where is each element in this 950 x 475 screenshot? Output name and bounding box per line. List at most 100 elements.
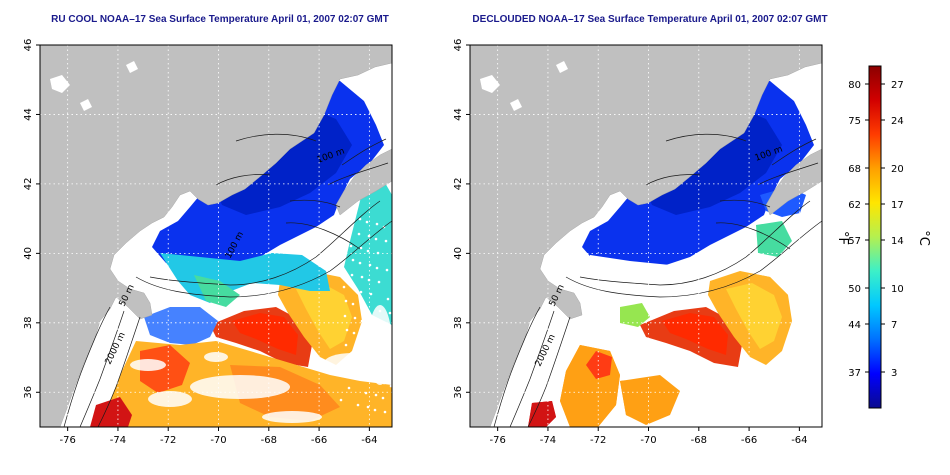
cloud-speckle bbox=[349, 244, 353, 248]
cloud-speckle bbox=[388, 311, 392, 315]
x-tick-label: -76 bbox=[489, 435, 505, 446]
bathymetry-contour bbox=[79, 310, 125, 427]
cloud-speckle bbox=[344, 299, 348, 303]
x-tick-label: -70 bbox=[640, 435, 656, 446]
fahrenheit-unit: °F bbox=[835, 231, 850, 245]
cloud-speckle bbox=[338, 369, 342, 373]
sst-region bbox=[296, 283, 352, 349]
colorbar-label-c: 14 bbox=[891, 236, 904, 247]
cloud-speckle bbox=[378, 309, 382, 313]
bathymetry-contour bbox=[341, 138, 387, 166]
bathymetry-contour bbox=[149, 200, 381, 286]
lake bbox=[480, 75, 500, 93]
colorbar-label-f: 50 bbox=[848, 284, 861, 295]
cloud-speckle bbox=[343, 270, 347, 274]
cloud-speckle bbox=[357, 232, 361, 236]
cloud-speckle bbox=[347, 386, 351, 390]
x-tick-label: -66 bbox=[311, 435, 327, 446]
bathymetry-contour bbox=[771, 138, 817, 166]
cloud-speckle bbox=[355, 374, 359, 378]
cloud-mask bbox=[190, 375, 290, 399]
cloud-mask bbox=[324, 353, 380, 373]
map-title: DECLOUDED NOAA–17 Sea Surface Temperatur… bbox=[472, 14, 827, 25]
land-mass bbox=[765, 148, 822, 216]
cloud-speckle bbox=[366, 249, 370, 253]
x-tick-label: -70 bbox=[210, 435, 226, 446]
sst-region bbox=[620, 375, 680, 425]
cloud-speckle bbox=[375, 266, 379, 270]
cloud-speckle bbox=[359, 246, 363, 250]
cloud-speckle bbox=[341, 256, 345, 260]
cloud-speckle bbox=[342, 285, 346, 289]
bathymetry-contour bbox=[579, 200, 811, 286]
cloud-speckle bbox=[340, 227, 344, 231]
cloud-speckle bbox=[344, 343, 348, 347]
bathymetry-contour bbox=[285, 222, 361, 250]
cloud-speckle bbox=[339, 398, 343, 402]
cloud-speckle bbox=[363, 362, 367, 366]
bathymetry-contour bbox=[719, 199, 771, 208]
cloud-speckle bbox=[370, 321, 374, 325]
x-tick-label: -76 bbox=[59, 435, 75, 446]
y-tick-label: 44 bbox=[453, 108, 464, 121]
sst-region bbox=[528, 401, 556, 427]
x-tick-label: -68 bbox=[691, 435, 707, 446]
y-tick-label: 44 bbox=[23, 108, 34, 121]
cloud-speckle bbox=[360, 319, 364, 323]
cloud-speckle bbox=[369, 292, 373, 296]
colorbar-label-f: 57 bbox=[848, 236, 861, 247]
lake bbox=[510, 99, 522, 111]
lake bbox=[80, 99, 92, 111]
bathymetry-contour bbox=[215, 174, 271, 186]
cloud-speckle bbox=[360, 275, 364, 279]
bathymetry-contour bbox=[565, 220, 822, 298]
map-frame bbox=[469, 44, 823, 428]
cloud-speckle bbox=[389, 340, 392, 344]
cloud-speckle bbox=[384, 239, 388, 243]
colorbar-label-f: 68 bbox=[848, 164, 861, 175]
lake bbox=[556, 61, 568, 73]
map-frame bbox=[39, 44, 393, 428]
cloud-speckle bbox=[373, 408, 377, 412]
colorbar-label-f: 80 bbox=[848, 80, 861, 91]
colorbar-label-c: 20 bbox=[891, 164, 904, 175]
land-mass bbox=[335, 148, 392, 216]
cloud-speckle bbox=[348, 215, 352, 219]
cloud-mask bbox=[130, 359, 166, 371]
cloud-mask bbox=[262, 411, 322, 423]
cloud-speckle bbox=[352, 331, 356, 335]
cloud-speckle bbox=[350, 273, 354, 277]
cloud-speckle bbox=[382, 381, 386, 385]
cloud-speckle bbox=[373, 364, 377, 368]
y-tick-label: 46 bbox=[453, 39, 464, 52]
lake bbox=[126, 61, 138, 73]
x-tick-label: -64 bbox=[791, 435, 807, 446]
cloud-speckle bbox=[345, 328, 349, 332]
bathymetry-contour bbox=[289, 199, 341, 208]
sst-region bbox=[90, 397, 132, 427]
colorbar-label-c: 27 bbox=[891, 80, 904, 91]
colorbar-label-c: 10 bbox=[891, 284, 904, 295]
lake bbox=[50, 75, 70, 93]
cloud-speckle bbox=[381, 396, 385, 400]
bathymetry-contour bbox=[235, 133, 317, 142]
y-tick-label: 40 bbox=[453, 247, 464, 260]
cloud-speckle bbox=[366, 405, 370, 409]
x-tick-label: -72 bbox=[590, 435, 606, 446]
cloud-speckle bbox=[388, 355, 392, 359]
cloud-speckle bbox=[351, 302, 355, 306]
cloud-speckle bbox=[387, 326, 391, 330]
cloud-speckle bbox=[358, 261, 362, 265]
bathymetry-contour bbox=[327, 162, 389, 186]
cloud-speckle bbox=[381, 352, 385, 356]
sst-region bbox=[144, 307, 218, 345]
y-tick-label: 40 bbox=[23, 247, 34, 260]
sst-region bbox=[232, 313, 298, 355]
cloud-speckle bbox=[362, 333, 366, 337]
cloud-speckle bbox=[374, 393, 378, 397]
celsius-unit: °C bbox=[916, 230, 931, 246]
colorbar-label-f: 62 bbox=[848, 200, 861, 211]
cloud-speckle bbox=[379, 338, 383, 342]
